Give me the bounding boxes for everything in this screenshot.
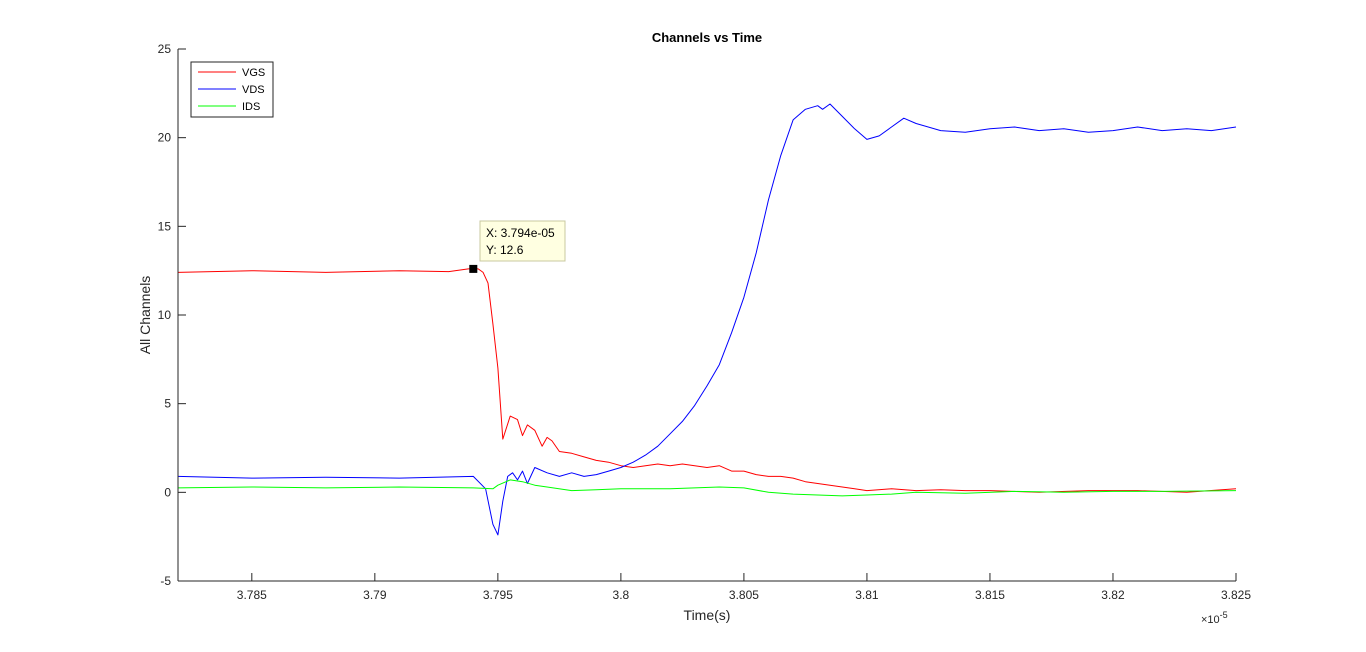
x-multiplier-exponent: -5: [1220, 610, 1228, 620]
tick-layer: 3.785 3.79 3.795 3.8 3.805 3.81 3.815 3.82 3.825…: [158, 42, 1252, 602]
y-tick-label: 10: [158, 308, 172, 322]
data-tip-marker[interactable]: [469, 264, 478, 273]
x-tick-label: 3.825: [1221, 588, 1251, 602]
chart-title: Channels vs Time: [652, 30, 762, 45]
legend[interactable]: VGS VDS IDS: [190, 61, 274, 118]
plot-area[interactable]: [178, 49, 1236, 581]
x-tick-label: 3.79: [363, 588, 387, 602]
series-layer: [177, 103, 1237, 536]
data-tip-x: X: 3.794e-05: [486, 226, 555, 240]
series-line-ids[interactable]: [177, 479, 1237, 497]
series-line-vds[interactable]: [177, 103, 1237, 536]
data-tip-y: Y: 12.6: [486, 243, 524, 257]
y-tick-label: 0: [164, 485, 171, 499]
y-tick-label: 5: [164, 397, 171, 411]
x-tick-label: 3.785: [237, 588, 267, 602]
x-tick-label: 3.795: [483, 588, 513, 602]
x-axis-multiplier: ×10-5: [1201, 610, 1228, 626]
y-tick-label: 25: [158, 42, 172, 56]
y-tick-label: -5: [160, 574, 171, 588]
x-tick-label: 3.815: [975, 588, 1005, 602]
x-axis-label: Time(s): [684, 607, 731, 623]
x-tick-label: 3.82: [1101, 588, 1125, 602]
y-tick-label: 15: [158, 219, 172, 233]
series-line-vgs[interactable]: [177, 268, 1237, 493]
x-multiplier-base: ×10: [1201, 614, 1220, 626]
data-tip[interactable]: X: 3.794e-05 Y: 12.6: [469, 220, 566, 273]
data-tip-box: [479, 220, 566, 262]
legend-label-vgs: VGS: [242, 67, 265, 79]
y-tick-label: 20: [158, 131, 172, 145]
y-axis-label: All Channels: [137, 276, 153, 355]
x-tick-label: 3.8: [613, 588, 630, 602]
x-tick-label: 3.805: [729, 588, 759, 602]
legend-label-ids: IDS: [242, 101, 260, 113]
x-tick-label: 3.81: [855, 588, 879, 602]
legend-label-vds: VDS: [242, 84, 265, 96]
